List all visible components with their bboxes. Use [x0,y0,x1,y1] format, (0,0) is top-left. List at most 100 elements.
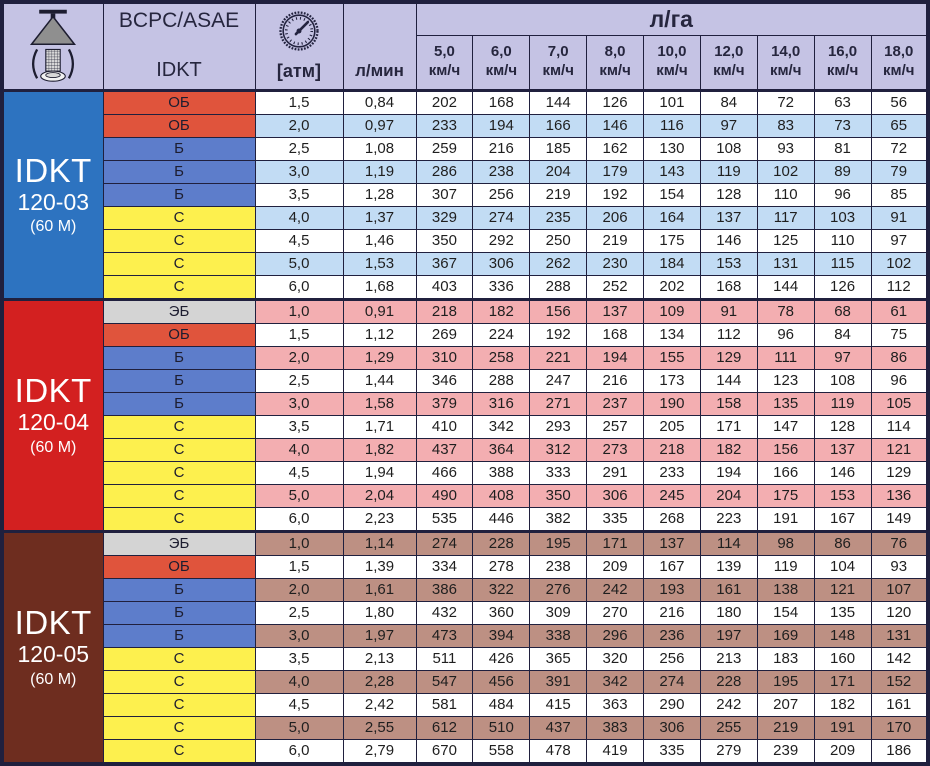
data-row: Б 2,0 1,61 386 322 276 242 193 161 138 121 107 [2,577,929,602]
pressure-cell: 1,0 [254,529,344,556]
rate-cell: 290 [643,692,701,717]
rate-cell: 86 [813,529,872,556]
rate-cell: 121 [870,437,929,462]
rate-cell: 219 [529,182,588,207]
rate-cell: 309 [529,600,588,625]
rate-cell: 149 [870,506,929,532]
flow-cell: 1,19 [342,159,417,184]
rate-cell: 329 [415,205,474,230]
section-label-120-05: IDKT 120-05 (60 M) [1,529,104,764]
rate-cell: 216 [586,368,644,393]
droplet-class-cell: ОБ [102,554,256,579]
rate-cell: 204 [529,159,588,184]
droplet-class-cell: С [102,414,256,439]
rate-cell: 114 [870,414,929,439]
data-row: С 5,0 2,04 490 408 350 306 245 204 175 153 136 [2,483,929,508]
pressure-cell: 3,0 [254,623,344,648]
data-row: Б 3,0 1,58 379 316 271 237 190 158 135 119 105 [2,391,929,416]
flow-cell: 2,28 [342,669,417,694]
flow-cell: 0,84 [342,88,417,115]
rate-cell: 162 [586,136,644,161]
rate-cell: 322 [472,577,531,602]
rate-cell: 363 [586,692,644,717]
data-row: С 6,0 2,79 670 558 478 419 335 279 239 209 186 [2,738,929,764]
rate-cell: 102 [870,251,929,276]
flow-cell: 2,13 [342,646,417,671]
rate-cell: 185 [529,136,588,161]
rate-cell: 125 [756,228,815,253]
droplet-class-cell: ЭБ [102,297,256,324]
rate-cell: 426 [472,646,531,671]
rate-cell: 446 [472,506,531,532]
pressure-cell: 2,5 [254,600,344,625]
droplet-class-cell: ОБ [102,322,256,347]
rate-cell: 410 [415,414,474,439]
rate-cell: 473 [415,623,474,648]
rate-cell: 170 [870,715,929,740]
flow-header-cell: л/мин [342,1,417,91]
rate-cell: 186 [870,738,929,764]
rate-cell: 154 [756,600,815,625]
rate-cell: 119 [699,159,758,184]
pressure-cell: 3,5 [254,414,344,439]
section-code: 120-05 [17,641,90,668]
speed-column-header: 16,0 км/ч [813,34,872,91]
rate-cell: 379 [415,391,474,416]
rate-cell: 195 [756,669,815,694]
rate-cell: 342 [586,669,644,694]
rate-cell: 146 [813,460,872,485]
pressure-cell: 2,0 [254,577,344,602]
speed-column-header: 5,0 км/ч [415,34,474,91]
flow-cell: 1,08 [342,136,417,161]
droplet-class-cell: С [102,715,256,740]
rate-cell: 138 [756,577,815,602]
rate-cell: 168 [472,88,531,115]
rate-cell: 184 [643,251,701,276]
rate-cell: 168 [699,274,758,300]
rate-cell: 228 [699,669,758,694]
rate-cell: 197 [699,623,758,648]
rate-cell: 236 [643,623,701,648]
rate-cell: 96 [756,322,815,347]
rate-cell: 279 [699,738,758,764]
rate-cell: 432 [415,600,474,625]
rate-cell: 293 [529,414,588,439]
rate-cell: 121 [813,577,872,602]
rate-cell: 131 [756,251,815,276]
rate-cell: 312 [529,437,588,462]
rate-cell: 108 [813,368,872,393]
rate-cell: 79 [870,159,929,184]
data-row: С 6,0 1,68 403 336 288 252 202 168 144 126 112 [2,274,929,300]
nozzle-icon-cell [1,1,104,91]
rate-cell: 235 [529,205,588,230]
rate-cell: 269 [415,322,474,347]
flow-cell: 1,68 [342,274,417,300]
flow-cell: 0,97 [342,113,417,138]
pressure-cell: 4,0 [254,669,344,694]
rate-cell: 216 [643,600,701,625]
rate-cell: 195 [529,529,588,556]
flow-cell: 1,94 [342,460,417,485]
rate-cell: 419 [586,738,644,764]
rate-cell: 192 [529,322,588,347]
rate-cell: 91 [870,205,929,230]
droplet-class-cell: ОБ [102,88,256,115]
rate-cell: 221 [529,345,588,370]
rate-cell: 72 [870,136,929,161]
data-row: С 4,0 1,37 329 274 235 206 164 137 117 103 91 [2,205,929,230]
standard-name: BCPC/ASAE [118,9,240,33]
rate-cell: 175 [643,228,701,253]
rate-cell: 75 [870,322,929,347]
rate-cell: 148 [813,623,872,648]
rate-cell: 466 [415,460,474,485]
rate-cell: 394 [472,623,531,648]
pressure-cell: 3,0 [254,391,344,416]
rate-cell: 194 [699,460,758,485]
rate-cell: 117 [756,205,815,230]
pressure-cell: 5,0 [254,715,344,740]
rate-cell: 143 [643,159,701,184]
pressure-cell: 1,5 [254,554,344,579]
flow-cell: 1,29 [342,345,417,370]
rate-cell: 89 [813,159,872,184]
rate-cell: 194 [586,345,644,370]
